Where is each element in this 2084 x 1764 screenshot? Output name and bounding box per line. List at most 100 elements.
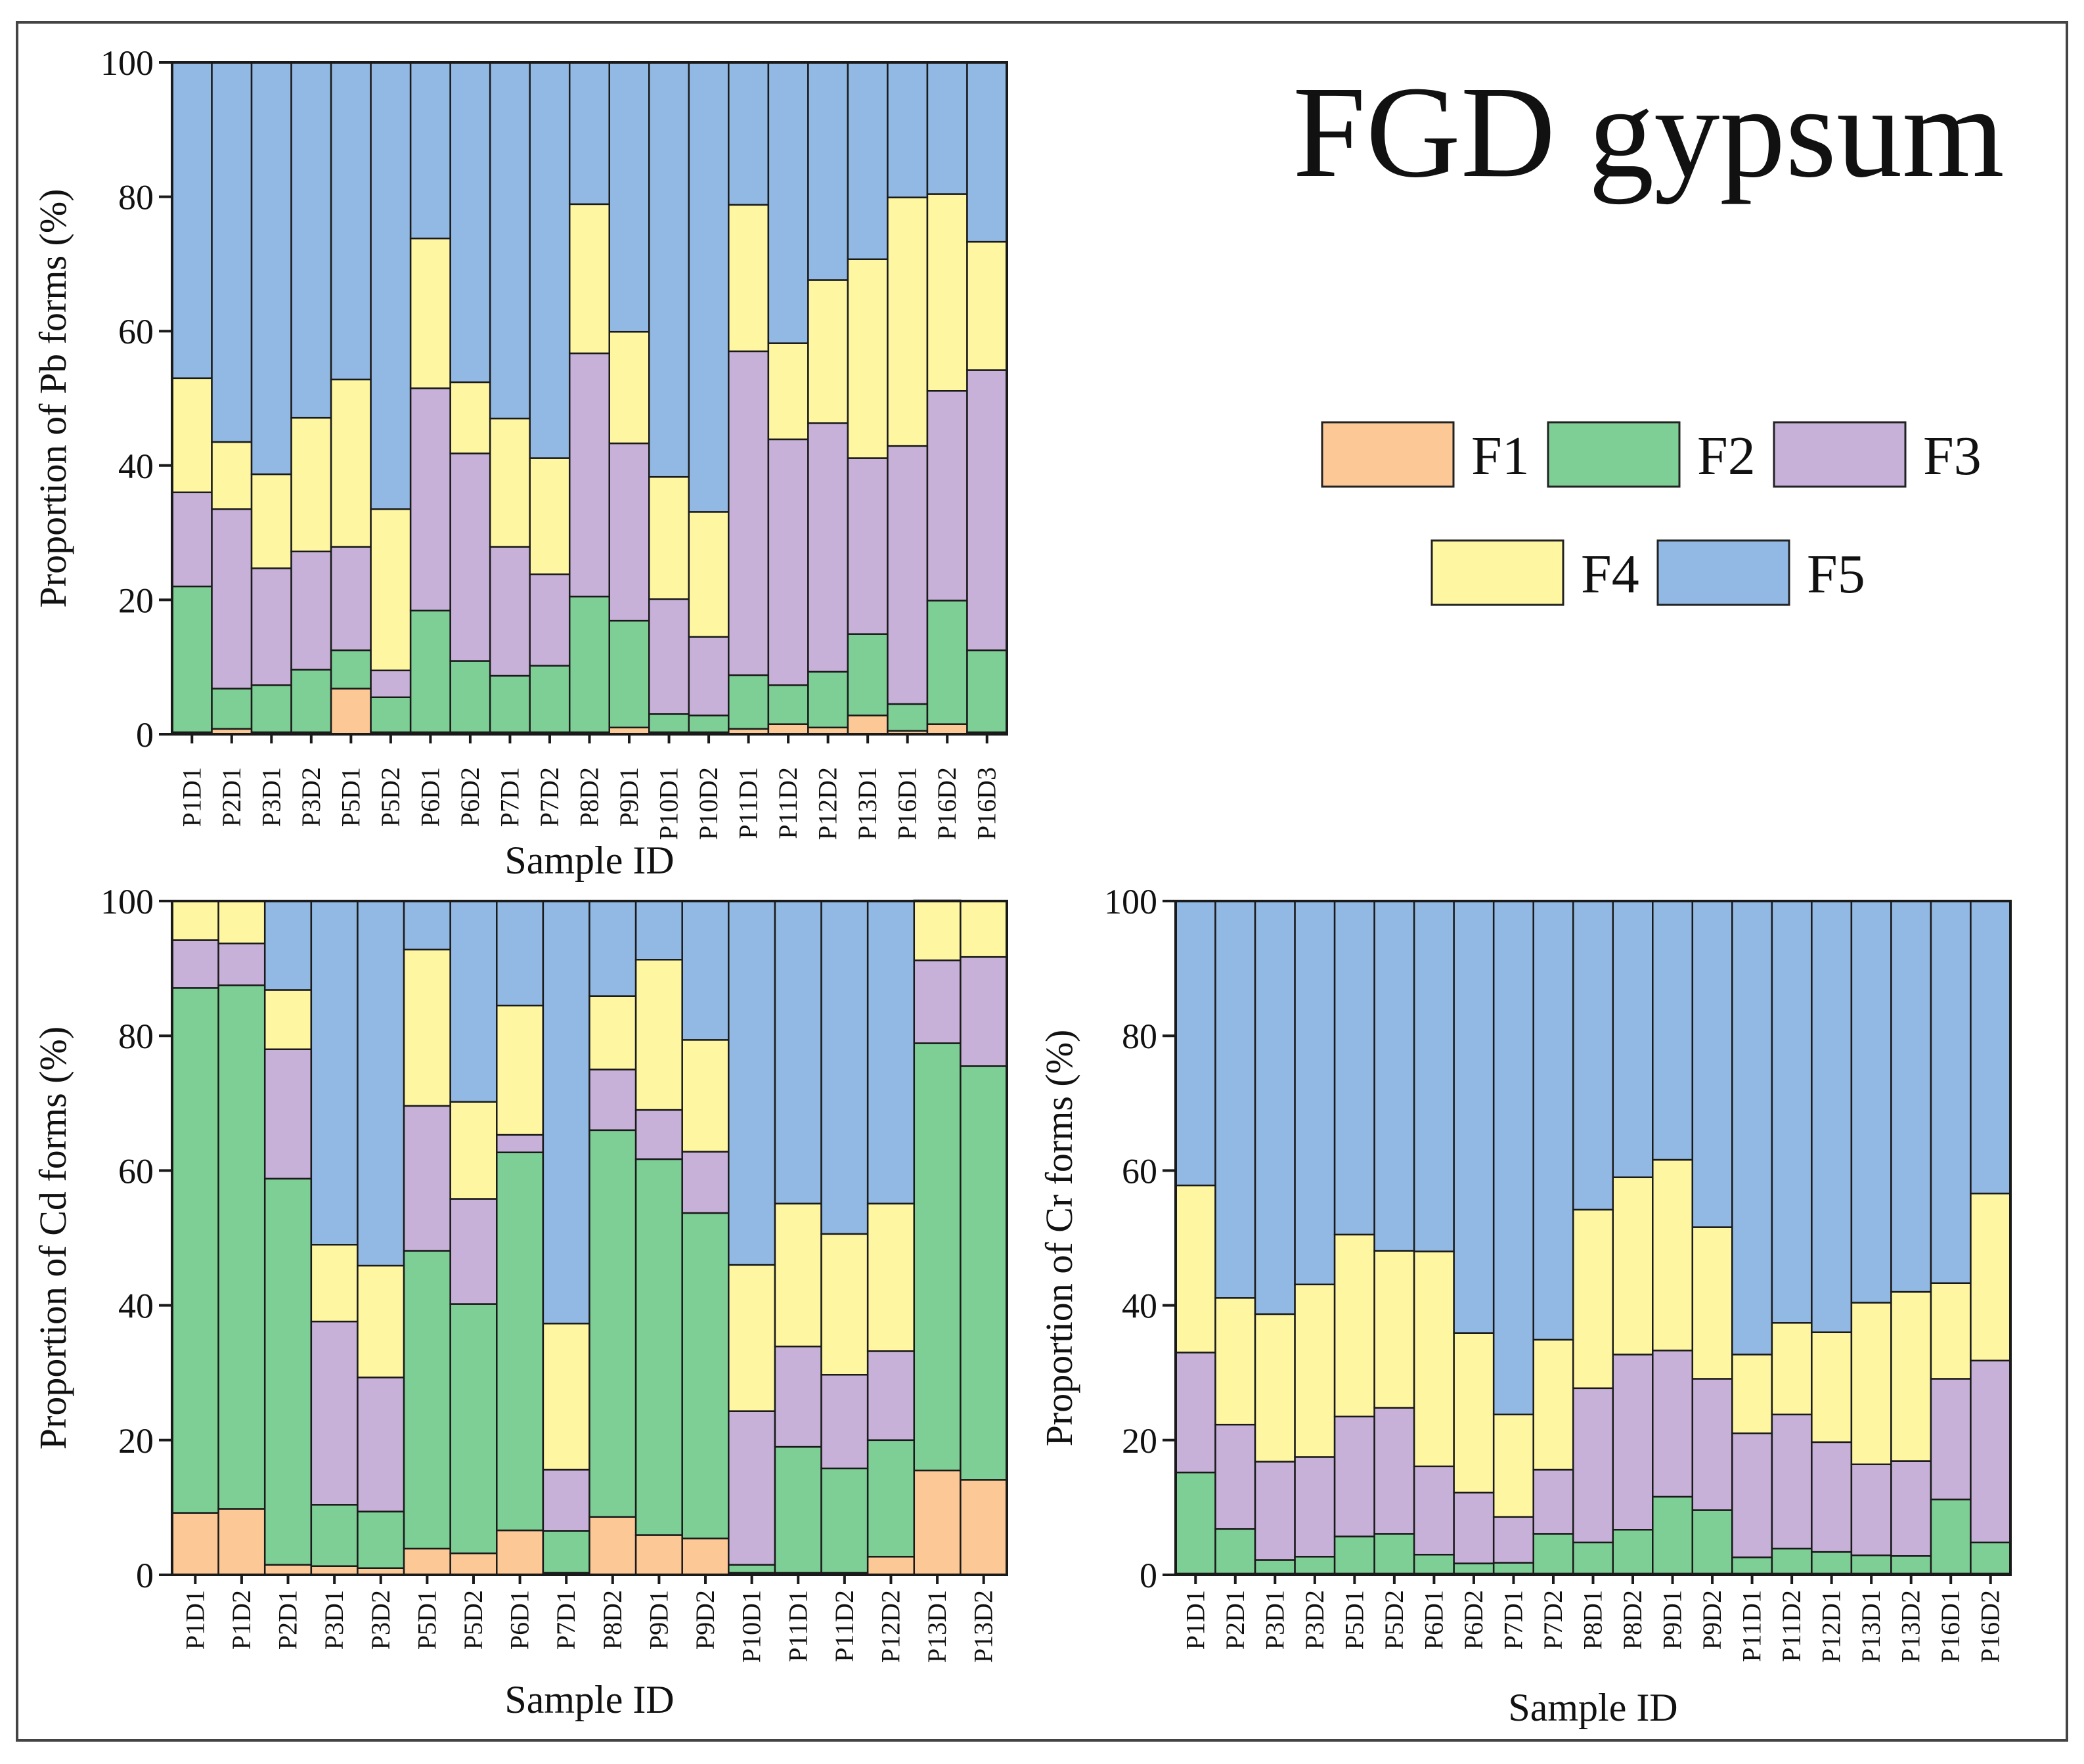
cr-bar-p5d2-f5 — [1373, 900, 1415, 1252]
cr-bar-p6d2-f2 — [1453, 1562, 1495, 1575]
pb-bar-p16d3-f3 — [966, 369, 1008, 651]
cr-bar-p8d2-f5 — [1612, 900, 1654, 1178]
pb-bar-p11d2-f5 — [767, 61, 809, 344]
cr-bar-p2d1-f4 — [1214, 1297, 1256, 1426]
cr-xtick-label-p12d1: P12D1 — [1817, 1590, 1846, 1663]
cr-bar-p13d1-f5 — [1850, 900, 1892, 1304]
cd-xtick-label-p7d1: P7D1 — [551, 1590, 581, 1650]
pb-bar-p10d1-f3 — [648, 598, 690, 715]
cd-xtick-label-p1d2: P1D2 — [227, 1590, 256, 1650]
pb-bar-p9d1-f2 — [608, 619, 650, 729]
pb-bar-p8d2-f3 — [568, 352, 611, 598]
cd-bar-p6d1-f5 — [496, 900, 544, 1007]
pb-bar-p9d1-f3 — [608, 442, 650, 622]
cr-bar-p12d1-f5 — [1811, 900, 1853, 1333]
pb-xtick-label-p16d2: P16D2 — [932, 767, 962, 840]
cr-xtick-label-p16d1: P16D1 — [1936, 1590, 1965, 1663]
cr-bar-p5d2-f3 — [1373, 1407, 1415, 1535]
pb-bar-p16d3-f5 — [966, 61, 1008, 243]
cd-bar-p7d1-f5 — [542, 900, 590, 1325]
pb-bar-p5d1-f2 — [330, 649, 372, 690]
cr-bar-p12d1-f2 — [1811, 1551, 1853, 1575]
cd-xtick-label-p9d2: P9D2 — [690, 1590, 720, 1650]
cd-xtick-label-p3d1: P3D1 — [319, 1590, 349, 1650]
cd-xtick-label-p8d2: P8D2 — [598, 1590, 627, 1650]
pb-bar-p3d1-f2 — [250, 684, 292, 734]
cd-bar-p1d1-f1 — [171, 1512, 219, 1576]
cd-bar-p11d2-f2 — [820, 1467, 869, 1574]
pb-bar-p10d2-f2 — [688, 715, 730, 734]
cr-bar-p6d2-f3 — [1453, 1491, 1495, 1564]
pb-xtick-label-p3d2: P3D2 — [296, 767, 326, 827]
cr-bar-p5d1-f2 — [1333, 1535, 1375, 1575]
cd-ytick-label-20: 20 — [118, 1421, 154, 1461]
cr-bar-p11d1-f3 — [1731, 1432, 1773, 1558]
cr-ytick-label-80: 80 — [1122, 1017, 1157, 1056]
cr-bar-p13d2-f5 — [1890, 900, 1932, 1293]
cr-xtick-label-p7d1: P7D1 — [1499, 1590, 1528, 1650]
cr-bar-p9d2-f5 — [1691, 900, 1733, 1228]
cr-bar-p5d2-f4 — [1373, 1250, 1415, 1409]
pb-bar-p1d1-f2 — [171, 585, 213, 734]
cd-xtick-label-p3d2: P3D2 — [366, 1590, 395, 1650]
cr-chart: 0 20 40 60 80 100 P1D1 P2D1 P3D1 P3D2 P5D1 P5D2 P6D1… — [1038, 882, 2012, 1729]
cd-bar-p1d2-f4 — [217, 900, 266, 944]
pb-bar-p3d2-f5 — [290, 61, 332, 419]
pb-bar-p12d2-f4 — [807, 279, 849, 424]
cd-bar-p11d1-f4 — [774, 1202, 822, 1348]
legend-swatch-f1 — [1321, 421, 1455, 488]
cr-bar-p8d2-f2 — [1612, 1529, 1654, 1575]
pb-xtick-label-p12d2: P12D2 — [813, 767, 843, 840]
pb-bar-p5d2-f4 — [370, 508, 412, 672]
pb-bar-p16d2-f2 — [926, 600, 968, 725]
pb-bar-p10d1-f2 — [648, 713, 690, 734]
cd-bar-p3d2-f5 — [357, 900, 405, 1267]
pb-bar-p13d1-f5 — [847, 61, 889, 260]
pb-bar-p13d1-f4 — [847, 258, 889, 459]
cr-xtick-label-p2d1: P2D1 — [1220, 1590, 1250, 1650]
pb-bar-p13d1-f2 — [847, 633, 889, 717]
cd-bar-p11d1-f5 — [774, 900, 822, 1204]
cd-ytick-label-0: 0 — [136, 1556, 154, 1595]
cd-bar-p11d1-f3 — [774, 1345, 822, 1448]
cd-ytick-label-100: 100 — [100, 882, 154, 921]
cr-xtick-label-p9d2: P9D2 — [1697, 1590, 1727, 1650]
cd-xtick-label-p11d2: P11D2 — [830, 1590, 859, 1662]
pb-yaxis-title: Proportion of Pb forms (%) — [32, 189, 74, 608]
pb-bar-p2d1-f5 — [211, 61, 253, 443]
pb-bar-p11d2-f2 — [767, 684, 809, 725]
legend-item-f2: F2 — [1547, 421, 1756, 488]
pb-bar-p5d1-f3 — [330, 546, 372, 651]
cr-bar-p16d2-f4 — [1970, 1193, 2012, 1361]
pb-bar-p11d2-f3 — [767, 438, 809, 686]
pb-bar-p7d2-f5 — [529, 61, 571, 459]
pb-bar-p6d2-f4 — [449, 381, 491, 454]
legend-swatch-f5 — [1656, 539, 1790, 606]
cd-bar-p1d2-f2 — [217, 984, 266, 1510]
pb-bar-p1d1-f5 — [171, 61, 213, 380]
cr-ytick-label-20: 20 — [1122, 1421, 1157, 1461]
cr-bar-p3d2-f5 — [1294, 900, 1336, 1286]
cr-ytick-label-40: 40 — [1122, 1287, 1157, 1326]
pb-bar-p11d1-f3 — [728, 350, 770, 676]
cr-bar-p9d2-f2 — [1691, 1509, 1733, 1575]
cd-xtick-label-p6d1: P6D1 — [505, 1590, 535, 1650]
pb-xtick-label-p7d2: P7D2 — [535, 767, 564, 827]
pb-bar-p11d1-f4 — [728, 204, 770, 353]
cr-xtick-label-p6d1: P6D1 — [1419, 1590, 1448, 1650]
cd-xtick-label-p13d1: P13D1 — [922, 1590, 952, 1663]
pb-bar-p3d1-f4 — [250, 473, 292, 569]
cr-bar-p7d2-f4 — [1532, 1338, 1574, 1471]
cd-bar-p5d2-f2 — [449, 1303, 498, 1555]
legend: F1 F2 F3 F4 F5 — [1321, 421, 1982, 606]
cr-xtick-label-p1d1: P1D1 — [1180, 1590, 1210, 1650]
pb-bar-p8d2-f4 — [568, 203, 611, 355]
pb-bar-p6d1-f3 — [409, 387, 451, 612]
pb-bar-p5d1-f1 — [330, 688, 372, 736]
pb-xtick-label-p11d1: P11D1 — [734, 767, 763, 839]
cd-bar-p8d2-f1 — [588, 1516, 637, 1576]
cr-bar-p7d1-f2 — [1492, 1562, 1534, 1575]
cr-xtick-label-p8d2: P8D2 — [1618, 1590, 1647, 1650]
cd-bar-p10d1-f3 — [728, 1410, 776, 1566]
cr-bar-p12d1-f3 — [1811, 1441, 1853, 1553]
